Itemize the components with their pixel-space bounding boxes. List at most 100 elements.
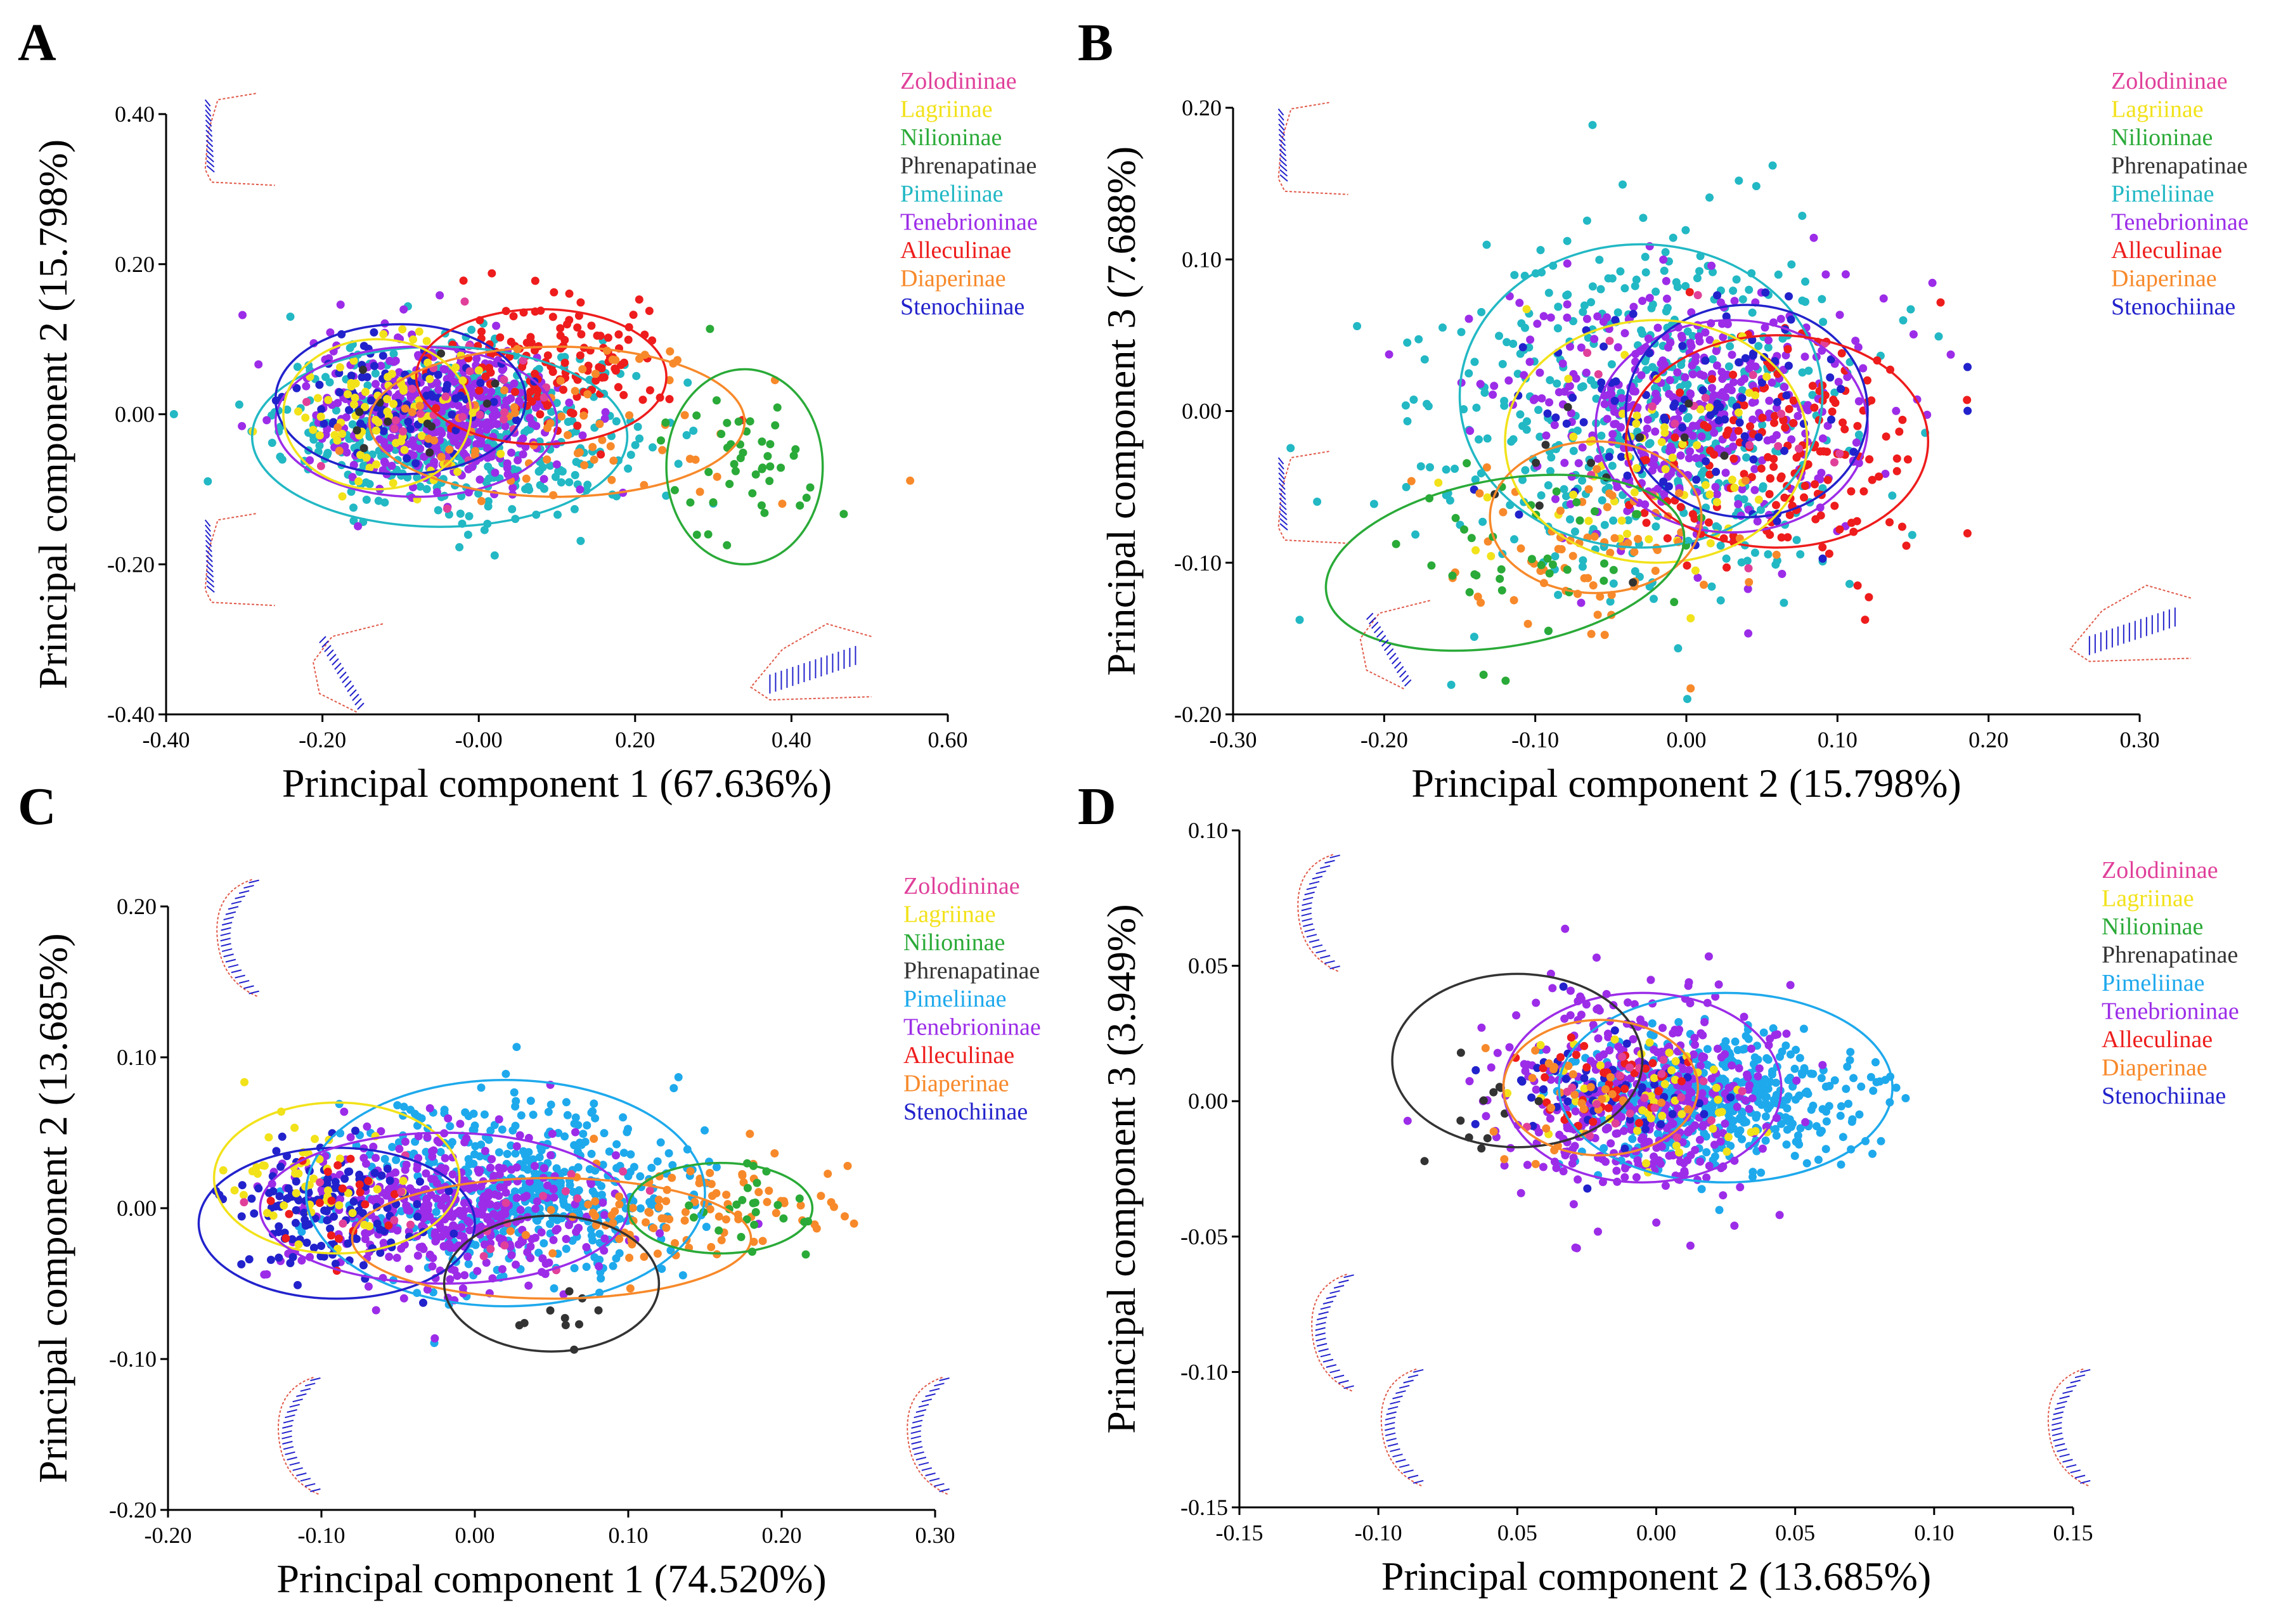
point-alleculinae — [556, 324, 565, 333]
point-pimeliinae — [1759, 482, 1768, 491]
point-tenebrioninae — [1567, 472, 1576, 481]
point-lagriinae — [1712, 498, 1721, 506]
point-stenochiinae — [442, 385, 451, 394]
point-pimeliinae — [446, 1122, 455, 1131]
point-diaperinae — [713, 472, 721, 481]
point-stenochiinae — [1785, 292, 1793, 300]
point-zolodininae — [240, 1198, 249, 1207]
point-tenebrioninae — [422, 1169, 430, 1178]
point-nilioninae — [723, 418, 732, 427]
point-diaperinae — [1590, 532, 1599, 541]
point-zolodininae — [1671, 419, 1679, 428]
point-tenebrioninae — [1778, 569, 1787, 578]
point-diaperinae — [1509, 596, 1518, 605]
point-tenebrioninae — [549, 1235, 558, 1244]
legend-item-phrenapatinae: Phrenapatinae — [903, 958, 1040, 984]
point-pimeliinae — [1639, 214, 1648, 222]
point-alleculinae — [1729, 370, 1738, 379]
point-pimeliinae — [585, 1165, 594, 1173]
point-phrenapatinae — [1535, 501, 1544, 510]
point-nilioninae — [758, 463, 767, 472]
point-tenebrioninae — [1645, 293, 1654, 302]
shape-vector — [206, 580, 215, 588]
point-pimeliinae — [1705, 193, 1714, 202]
point-pimeliinae — [470, 1121, 479, 1130]
shape-vector — [205, 104, 211, 112]
point-tenebrioninae — [549, 1184, 558, 1193]
point-diaperinae — [665, 376, 674, 385]
point-tenebrioninae — [302, 382, 311, 390]
point-stenochiinae — [331, 1178, 340, 1186]
point-lagriinae — [348, 1209, 357, 1218]
point-alleculinae — [629, 311, 638, 319]
point-zolodininae — [1794, 444, 1803, 453]
point-alleculinae — [1685, 288, 1694, 297]
point-tenebrioninae — [517, 1238, 526, 1247]
point-pimeliinae — [553, 510, 562, 519]
point-stenochiinae — [379, 427, 388, 435]
point-tenebrioninae — [1728, 351, 1736, 359]
point-pimeliinae — [484, 497, 493, 506]
point-zolodininae — [1605, 337, 1614, 345]
point-diaperinae — [662, 1223, 671, 1232]
point-alleculinae — [1676, 503, 1685, 512]
point-tenebrioninae — [1638, 297, 1647, 306]
x-tick-label: 0.20 — [1968, 727, 2008, 752]
point-pimeliinae — [489, 440, 498, 449]
point-pimeliinae — [1764, 1085, 1773, 1093]
point-pimeliinae — [1560, 485, 1568, 494]
point-alleculinae — [1892, 454, 1901, 463]
point-tenebrioninae — [1727, 386, 1736, 395]
point-pimeliinae — [1822, 1107, 1830, 1116]
point-zolodininae — [500, 415, 508, 424]
point-stenochiinae — [347, 371, 356, 380]
point-tenebrioninae — [1776, 314, 1785, 323]
point-tenebrioninae — [381, 458, 389, 467]
point-nilioninae — [753, 1178, 761, 1187]
point-lagriinae — [1728, 475, 1736, 484]
point-alleculinae — [323, 1168, 332, 1176]
legend-item-alleculinae: Alleculinae — [2111, 237, 2222, 264]
point-tenebrioninae — [1744, 629, 1753, 638]
point-tenebrioninae — [1466, 427, 1475, 435]
point-pimeliinae — [1761, 1093, 1770, 1102]
point-pimeliinae — [374, 496, 383, 505]
point-pimeliinae — [1754, 1055, 1762, 1064]
point-stenochiinae — [1773, 397, 1781, 406]
point-tenebrioninae — [565, 1221, 573, 1230]
point-alleculinae — [576, 298, 585, 307]
point-zolodininae — [390, 424, 399, 433]
point-pimeliinae — [1402, 482, 1411, 491]
point-phrenapatinae — [1684, 399, 1693, 408]
point-diaperinae — [548, 1249, 557, 1258]
point-alleculinae — [1818, 543, 1827, 551]
point-pimeliinae — [1416, 462, 1425, 471]
point-diaperinae — [606, 442, 615, 451]
point-diaperinae — [654, 1202, 663, 1211]
point-stenochiinae — [1617, 453, 1626, 461]
point-nilioninae — [801, 1250, 810, 1259]
point-tenebrioninae — [1659, 255, 1668, 264]
point-tenebrioninae — [430, 1175, 439, 1183]
point-tenebrioninae — [1711, 482, 1720, 491]
point-alleculinae — [620, 358, 628, 367]
point-nilioninae — [779, 1214, 788, 1223]
point-pimeliinae — [536, 467, 544, 475]
point-stenochiinae — [1515, 510, 1523, 519]
point-lagriinae — [350, 400, 358, 409]
point-tenebrioninae — [1665, 376, 1674, 385]
y-tick-label: 0.10 — [1188, 818, 1228, 843]
point-pimeliinae — [471, 1241, 480, 1249]
point-lagriinae — [361, 387, 370, 396]
point-diaperinae — [1584, 574, 1593, 583]
point-nilioninae — [766, 440, 775, 449]
y-axis-title: Principal component 2 (15.798%) — [30, 139, 75, 689]
point-tenebrioninae — [336, 300, 345, 309]
point-alleculinae — [1766, 531, 1774, 539]
point-alleculinae — [1847, 487, 1856, 496]
shape-vector — [206, 575, 214, 583]
point-tenebrioninae — [1707, 261, 1716, 270]
point-tenebrioninae — [478, 1200, 486, 1209]
point-alleculinae — [1769, 454, 1778, 463]
point-alleculinae — [1816, 511, 1825, 520]
